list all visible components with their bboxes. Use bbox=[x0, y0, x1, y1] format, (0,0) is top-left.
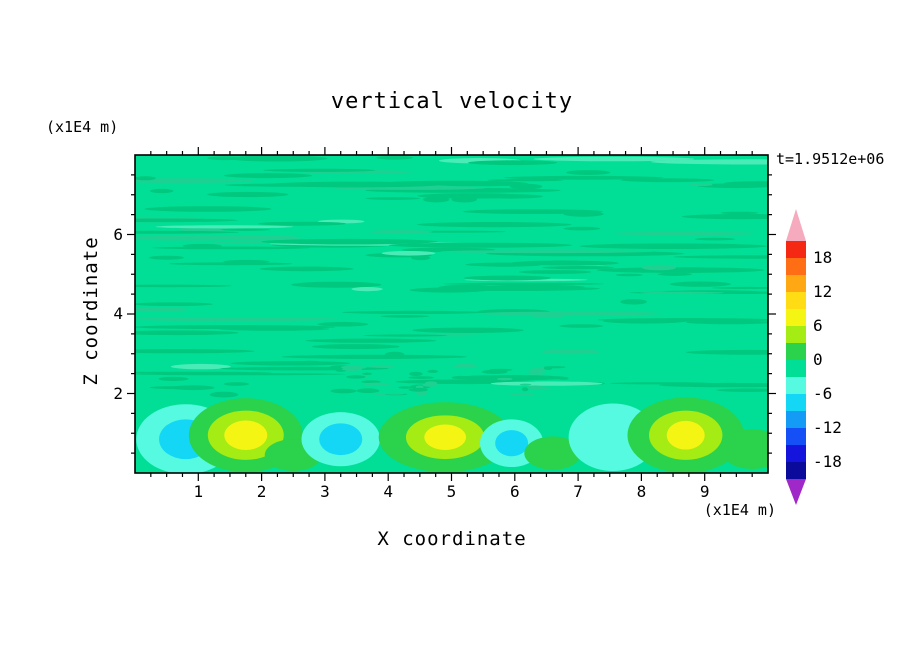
x-tick-label: 4 bbox=[383, 482, 393, 501]
x-tick-label: 6 bbox=[509, 482, 520, 501]
colorbar-label: -6 bbox=[813, 384, 833, 403]
x-axis-unit: (x1E4 m) bbox=[703, 501, 776, 519]
x-tick-label: 7 bbox=[573, 482, 583, 501]
field-layer bbox=[135, 155, 768, 473]
plot-title: vertical velocity bbox=[330, 89, 574, 114]
colorbar-label: 0 bbox=[813, 350, 823, 369]
colorbar-arrow-bottom bbox=[786, 479, 806, 505]
colorbar-label: 6 bbox=[813, 316, 823, 335]
colorbar-label: -12 bbox=[813, 418, 842, 437]
colorbar-label: -18 bbox=[813, 452, 842, 471]
x-tick-label: 9 bbox=[699, 482, 710, 501]
x-axis-label: X coordinate bbox=[377, 528, 527, 550]
z-tick-label: 6 bbox=[113, 224, 123, 244]
colorbar-label: 12 bbox=[813, 282, 833, 301]
colorbar bbox=[786, 209, 806, 505]
colorbar-label: 18 bbox=[813, 248, 833, 267]
time-label: t=1.9512e+06 bbox=[776, 150, 885, 168]
x-tick-label: 2 bbox=[256, 482, 267, 501]
x-tick-label: 1 bbox=[193, 482, 204, 501]
x-tick-label: 3 bbox=[320, 482, 330, 501]
x-tick-label: 5 bbox=[446, 482, 457, 501]
colorbar-arrow-top bbox=[786, 209, 806, 241]
axes bbox=[127, 147, 776, 481]
z-tick-label: 4 bbox=[113, 304, 123, 323]
z-tick-label: 2 bbox=[113, 383, 123, 403]
z-axis-unit: (x1E4 m) bbox=[46, 118, 119, 136]
x-tick-label: 8 bbox=[636, 482, 647, 501]
